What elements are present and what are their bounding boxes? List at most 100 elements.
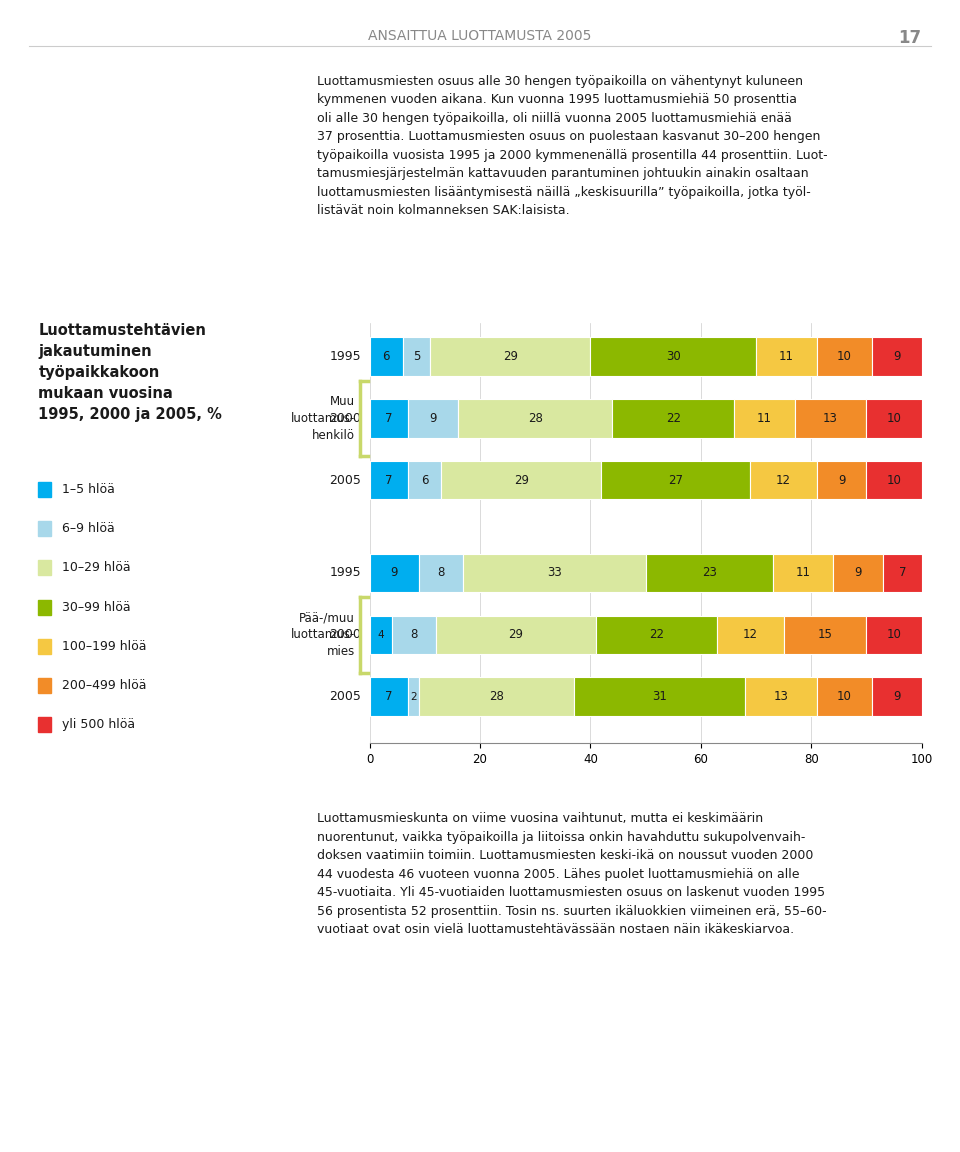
Bar	[866, 615, 922, 654]
Text: 31: 31	[652, 690, 667, 703]
Text: Luottamusmiesten osuus alle 30 hengen työpaikoilla on vähentynyt kuluneen
kymmen: Luottamusmiesten osuus alle 30 hengen ty…	[317, 75, 828, 218]
Text: yli 500 hlöä: yli 500 hlöä	[62, 718, 135, 732]
Bar	[408, 400, 458, 438]
Bar	[436, 615, 596, 654]
Text: 9: 9	[391, 567, 398, 579]
Bar	[370, 615, 392, 654]
Text: 2000: 2000	[329, 628, 361, 642]
Bar	[645, 554, 773, 592]
Text: 29: 29	[503, 350, 517, 363]
Text: 27: 27	[668, 473, 684, 487]
Bar	[773, 554, 833, 592]
Text: 23: 23	[702, 567, 716, 579]
Text: 1–5 hlöä: 1–5 hlöä	[62, 483, 115, 497]
Text: 22: 22	[649, 628, 664, 642]
Bar	[596, 615, 717, 654]
Bar	[574, 677, 745, 715]
Bar	[408, 461, 442, 500]
Bar	[817, 338, 872, 376]
Text: 12: 12	[743, 628, 758, 642]
Text: 10: 10	[887, 412, 901, 425]
Text: 9: 9	[893, 690, 900, 703]
Text: 12: 12	[776, 473, 791, 487]
Text: 6: 6	[421, 473, 428, 487]
Bar	[817, 677, 872, 715]
Text: 2: 2	[411, 691, 417, 702]
Bar	[420, 554, 464, 592]
Text: 29: 29	[514, 473, 529, 487]
Bar	[392, 615, 436, 654]
Text: 2005: 2005	[329, 690, 361, 703]
Text: 100–199 hlöä: 100–199 hlöä	[62, 639, 147, 653]
Text: 8: 8	[410, 628, 418, 642]
Text: 1995: 1995	[329, 567, 361, 579]
Bar	[733, 400, 795, 438]
Bar	[783, 615, 866, 654]
Bar	[717, 615, 783, 654]
Bar	[612, 400, 733, 438]
Bar	[601, 461, 751, 500]
Bar	[370, 554, 420, 592]
Text: 17: 17	[899, 29, 922, 47]
Text: 5: 5	[413, 350, 420, 363]
Bar	[745, 677, 817, 715]
Text: 10: 10	[837, 690, 852, 703]
Bar	[408, 677, 420, 715]
Text: 29: 29	[509, 628, 523, 642]
Text: 11: 11	[779, 350, 794, 363]
Bar	[883, 554, 922, 592]
Text: 28: 28	[528, 412, 542, 425]
Text: 33: 33	[547, 567, 562, 579]
Text: 10: 10	[837, 350, 852, 363]
Bar	[795, 400, 866, 438]
Bar	[458, 400, 612, 438]
Text: 11: 11	[756, 412, 772, 425]
Text: 1995: 1995	[329, 350, 361, 363]
Text: 30–99 hlöä: 30–99 hlöä	[62, 600, 131, 614]
Text: 9: 9	[838, 473, 846, 487]
Bar	[590, 338, 756, 376]
Text: 10: 10	[887, 628, 901, 642]
Text: 9: 9	[893, 350, 900, 363]
Text: 22: 22	[665, 412, 681, 425]
Bar	[866, 461, 922, 500]
Text: 15: 15	[818, 628, 832, 642]
Bar	[833, 554, 883, 592]
Text: 28: 28	[490, 690, 504, 703]
Text: 13: 13	[774, 690, 788, 703]
Bar	[751, 461, 817, 500]
Text: 6: 6	[382, 350, 390, 363]
Bar	[370, 461, 408, 500]
Text: 7: 7	[899, 567, 906, 579]
Text: 6–9 hlöä: 6–9 hlöä	[62, 522, 115, 536]
Text: 7: 7	[385, 690, 393, 703]
Text: 9: 9	[429, 412, 437, 425]
Text: 10: 10	[887, 473, 901, 487]
Bar	[756, 338, 817, 376]
Text: 13: 13	[823, 412, 838, 425]
Bar	[872, 677, 922, 715]
Text: ANSAITTUA LUOTTAMUSTA 2005: ANSAITTUA LUOTTAMUSTA 2005	[369, 29, 591, 43]
Text: 4: 4	[377, 630, 384, 639]
Text: Luottamusmieskunta on viime vuosina vaihtunut, mutta ei keskimäärin
nuorentunut,: Luottamusmieskunta on viime vuosina vaih…	[317, 812, 827, 937]
Bar	[464, 554, 645, 592]
Bar	[370, 400, 408, 438]
Text: 7: 7	[385, 412, 393, 425]
Text: Muu
luottamus-
henkilö: Muu luottamus- henkilö	[291, 395, 355, 442]
Bar	[442, 461, 601, 500]
Text: 11: 11	[796, 567, 810, 579]
Text: 9: 9	[854, 567, 862, 579]
Text: Luottamustehtävien
jakautuminen
työpaikkakoon
mukaan vuosina
1995, 2000 ja 2005,: Luottamustehtävien jakautuminen työpaikk…	[38, 323, 223, 422]
Text: 30: 30	[666, 350, 681, 363]
Bar	[370, 338, 403, 376]
Bar	[866, 400, 922, 438]
Bar	[872, 338, 922, 376]
Text: 200–499 hlöä: 200–499 hlöä	[62, 679, 147, 692]
Bar	[403, 338, 430, 376]
Bar	[430, 338, 590, 376]
Bar	[817, 461, 866, 500]
Text: 7: 7	[385, 473, 393, 487]
Text: Pää-/muu
luottamus-
mies: Pää-/muu luottamus- mies	[291, 612, 355, 658]
Text: 10–29 hlöä: 10–29 hlöä	[62, 561, 131, 575]
Text: 2005: 2005	[329, 473, 361, 487]
